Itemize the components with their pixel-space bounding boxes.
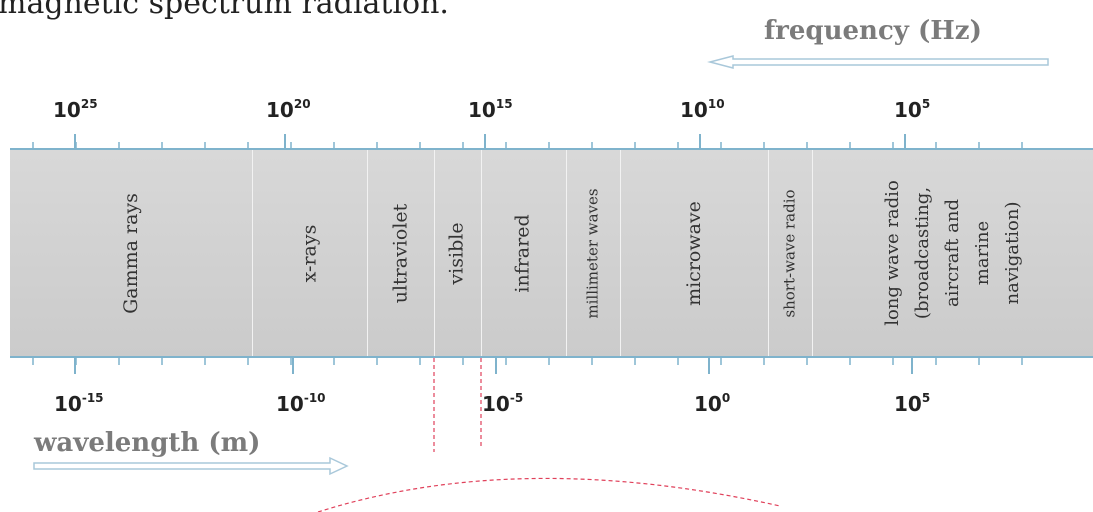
frequency-tick-label-exponent: 20 <box>293 97 311 111</box>
wavelength-tick-label: 10-10 <box>276 392 326 416</box>
wavelength-tick-label-exponent: -10 <box>303 391 326 405</box>
frequency-tick-label-base: 10 <box>266 98 294 122</box>
frequency-tick-label: 1010 <box>680 98 725 122</box>
region-divider <box>812 150 813 356</box>
frequency-tick-label: 105 <box>894 98 930 122</box>
frequency-tick-label: 1020 <box>266 98 311 122</box>
frequency-tick-label-base: 10 <box>53 98 81 122</box>
frequency-tick-label-base: 10 <box>680 98 708 122</box>
wavelength-tick-label: 10-15 <box>54 392 104 416</box>
frequency-tick-label: 1015 <box>468 98 513 122</box>
frequency-tick-label-exponent: 15 <box>495 97 513 111</box>
wavelength-tick-label-base: 10 <box>894 392 922 416</box>
wavelength-tick-label: 100 <box>694 392 730 416</box>
wavelength-tick-label-exponent: -15 <box>81 391 104 405</box>
wavelength-tick-label: 10-5 <box>482 392 523 416</box>
region-divider <box>768 150 769 356</box>
frequency-tick-label-base: 10 <box>468 98 496 122</box>
wavelength-axis-title: wavelength (m) <box>34 428 261 458</box>
frequency-tick-label-exponent: 5 <box>921 97 931 111</box>
region-divider <box>620 150 621 356</box>
wavelength-tick-label-base: 10 <box>276 392 304 416</box>
frequency-tick-label-exponent: 25 <box>80 97 98 111</box>
caption-text: magnetic spectrum radiation. <box>0 0 449 21</box>
wavelength-tick-label-base: 10 <box>54 392 82 416</box>
frequency-axis-title: frequency (Hz) <box>764 16 982 46</box>
wavelength-tick-label-exponent: -5 <box>509 391 524 405</box>
region-divider <box>566 150 567 356</box>
region-divider <box>434 150 435 356</box>
visible-callout-arc <box>317 477 781 512</box>
frequency-tick-label: 1025 <box>53 98 98 122</box>
arrow-right-icon <box>33 456 349 476</box>
spectrum-band <box>10 148 1093 358</box>
region-divider <box>481 150 482 356</box>
frequency-tick-label-base: 10 <box>894 98 922 122</box>
wavelength-tick-label-base: 10 <box>694 392 722 416</box>
arrow-left-icon <box>707 55 1049 69</box>
wavelength-tick-label-base: 10 <box>482 392 510 416</box>
frequency-tick-label-exponent: 10 <box>707 97 725 111</box>
wavelength-tick-label: 105 <box>894 392 930 416</box>
wavelength-tick-label-exponent: 0 <box>721 391 731 405</box>
wavelength-tick-label-exponent: 5 <box>921 391 931 405</box>
region-divider <box>252 150 253 356</box>
region-divider <box>367 150 368 356</box>
